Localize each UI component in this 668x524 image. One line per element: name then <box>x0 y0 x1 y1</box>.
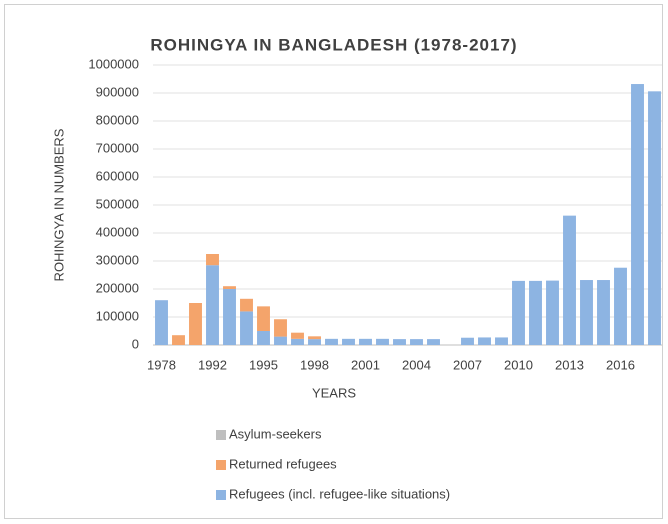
x-tick-label: 1992 <box>198 357 227 372</box>
bar-segment <box>393 339 406 345</box>
bar-segment <box>240 298 253 312</box>
bar-segment <box>257 331 270 345</box>
x-tick-label: 1998 <box>300 357 329 372</box>
x-tick-label: 2013 <box>555 357 584 372</box>
x-tick-label: 2016 <box>606 357 635 372</box>
legend-swatch <box>216 460 226 470</box>
bar-segment <box>308 336 321 340</box>
bar-segment <box>631 84 644 345</box>
bar-segment <box>206 254 219 266</box>
bar-segment <box>546 280 559 345</box>
bar-segment <box>376 338 389 345</box>
x-tick-label: 2010 <box>504 357 533 372</box>
x-tick-label: 1978 <box>147 357 176 372</box>
x-tick-label: 2001 <box>351 357 380 372</box>
bar-segment <box>427 339 440 345</box>
bar-segment <box>240 311 253 345</box>
bar-segment <box>189 303 202 345</box>
bar-segment <box>478 337 491 345</box>
x-tick-label: 2004 <box>402 357 431 372</box>
y-tick-label: 1000000 <box>88 56 139 71</box>
bar-segment <box>155 300 168 345</box>
bar-segment <box>410 339 423 345</box>
y-tick-label: 300000 <box>96 252 139 267</box>
bar-segment <box>359 338 372 345</box>
x-tick-label: 2007 <box>453 357 482 372</box>
y-tick-label: 700000 <box>96 140 139 155</box>
y-tick-label: 800000 <box>96 112 139 127</box>
bar-segment <box>308 339 321 345</box>
bar-segment <box>291 338 304 345</box>
x-tick-label: 1995 <box>249 357 278 372</box>
y-tick-label: 900000 <box>96 84 139 99</box>
bar-segment <box>495 337 508 345</box>
y-tick-label: 500000 <box>96 196 139 211</box>
bar-segment <box>648 91 661 345</box>
legend-label: Asylum-seekers <box>229 426 322 441</box>
legend-label: Returned refugees <box>229 456 337 471</box>
bar-segment <box>274 336 287 345</box>
legend-swatch <box>216 430 226 440</box>
bar-segment <box>325 338 338 345</box>
bar-segment <box>580 280 593 345</box>
bar-segment <box>563 215 576 345</box>
bar-segment <box>274 319 287 337</box>
bar-segment <box>597 280 610 345</box>
legend-swatch <box>216 490 226 500</box>
y-axis-title: ROHINGYA IN NUMBERS <box>51 128 66 281</box>
legend-label: Refugees (incl. refugee-like situations) <box>229 486 450 501</box>
bar-segment <box>529 280 542 345</box>
bar-segment <box>512 280 525 345</box>
x-axis-title: YEARS <box>312 385 356 400</box>
bar-segment <box>342 338 355 345</box>
bar-segment <box>614 267 627 345</box>
bar-segment <box>257 306 270 331</box>
y-tick-label: 600000 <box>96 168 139 183</box>
y-tick-label: 400000 <box>96 224 139 239</box>
chart-title: ROHINGYA IN BANGLADESH (1978-2017) <box>150 35 517 54</box>
bar-segment <box>223 286 236 289</box>
y-tick-label: 200000 <box>96 280 139 295</box>
bar-segment <box>206 265 219 345</box>
bar-segment <box>461 337 474 345</box>
y-tick-label: 0 <box>132 336 139 351</box>
bar-segment <box>172 335 185 345</box>
bar-segment <box>291 332 304 339</box>
bar-segment <box>223 289 236 345</box>
y-tick-label: 100000 <box>96 308 139 323</box>
